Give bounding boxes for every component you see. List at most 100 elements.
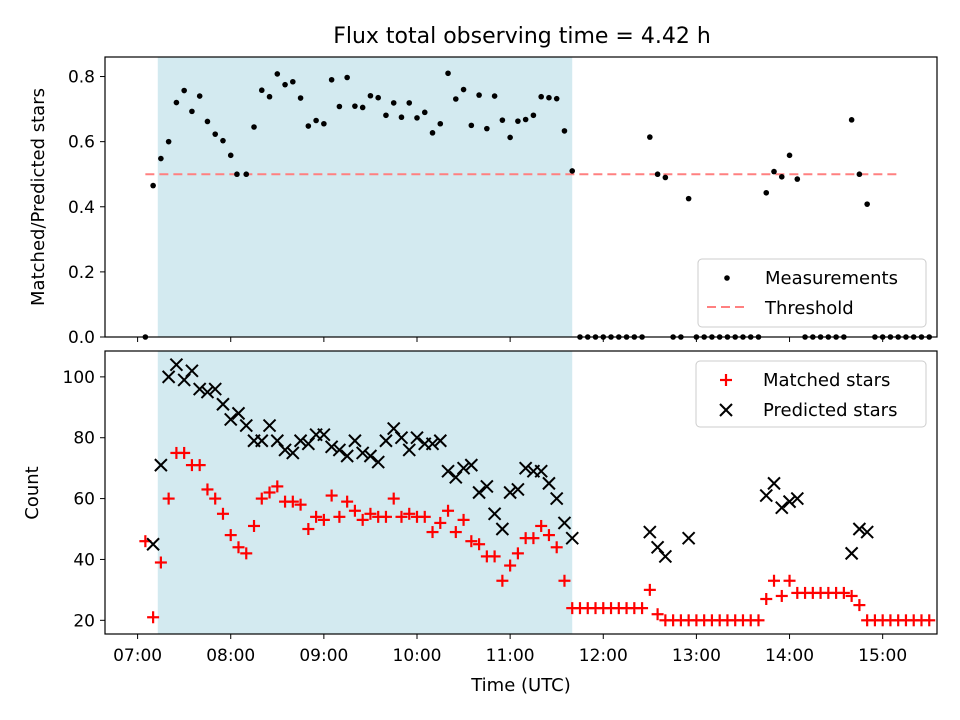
measurement-point: [165, 138, 172, 145]
bottom-x-tick-label: 15:00: [858, 646, 907, 666]
matched-star-point: [317, 513, 330, 526]
predicted-star-point: [511, 482, 525, 497]
matched-star-point: [379, 510, 392, 523]
predicted-star-point: [775, 501, 789, 515]
measurement-point: [406, 100, 413, 106]
matched-star-point: [178, 446, 191, 459]
matched-star-point: [527, 532, 540, 545]
predicted-star-stroke-b: [161, 370, 176, 384]
predicted-star-point: [161, 370, 176, 384]
predicted-star-point: [565, 531, 579, 545]
predicted-star-stroke-b: [255, 434, 269, 448]
matched-star-point: [403, 507, 416, 520]
measurement-point: [468, 122, 475, 129]
measurement-point: [654, 171, 661, 178]
predicted-star-point: [433, 434, 447, 448]
predicted-star-point: [255, 434, 269, 448]
measurement-point: [321, 120, 327, 127]
measurement-point: [173, 99, 180, 106]
measurement-point: [445, 70, 451, 77]
matched-star-point: [255, 492, 268, 505]
predicted-star-stroke-b: [852, 522, 867, 536]
matched-star-point: [434, 516, 447, 529]
matched-star-point: [232, 541, 245, 554]
measurement-point: [530, 112, 537, 119]
matched-star-point: [154, 556, 167, 569]
predicted-star-point: [844, 546, 859, 561]
predicted-star-point: [643, 525, 657, 539]
predicted-star-stroke-b: [681, 531, 696, 545]
measurement-point: [569, 168, 576, 174]
measurement-point: [561, 128, 568, 134]
bottom-x-tick-label: 14:00: [765, 646, 814, 666]
measurement-point: [204, 118, 211, 125]
matched-star-point: [496, 574, 509, 587]
measurement-point: [367, 92, 374, 99]
predicted-star-point: [371, 455, 385, 469]
predicted-star-stroke-b: [480, 479, 494, 494]
matched-star-point: [356, 513, 369, 526]
matched-star-point: [224, 529, 237, 542]
predicted-star-point: [487, 507, 502, 521]
predicted-star-stroke-b: [503, 485, 517, 500]
bottom-x-tick-label: 11:00: [486, 646, 535, 666]
predicted-star-point: [154, 458, 168, 472]
predicted-star-stroke-b: [844, 546, 859, 561]
predicted-star-point: [394, 431, 409, 445]
matched-star-point: [294, 498, 307, 511]
matched-star-point: [636, 602, 649, 615]
bottom-observing-window-shading: [157, 351, 573, 634]
predicted-star-point: [239, 418, 253, 433]
predicted-star-stroke-b: [355, 446, 370, 460]
matched-star-point: [845, 589, 858, 602]
measurement-point: [375, 94, 381, 101]
predicted-star-point: [317, 427, 331, 442]
top-y-tick-label: 0.4: [68, 198, 95, 218]
predicted-star-point: [557, 516, 572, 530]
predicted-star-stroke-b: [200, 385, 215, 399]
predicted-star-point: [200, 385, 215, 399]
predicted-star-point: [658, 549, 673, 564]
matched-star-point: [535, 519, 548, 532]
predicted-star-point: [464, 458, 479, 472]
predicted-star-point: [363, 449, 378, 463]
predicted-star-point: [192, 382, 207, 396]
measurement-point: [305, 123, 312, 129]
bottom-panel: 20 40 60 80 100 07:00 08:00 09:00 10:00 11:00 12:…: [22, 350, 938, 696]
top-y-tick-label: 0.2: [68, 263, 95, 283]
bottom-x-tick-label: 12:00: [579, 646, 628, 666]
predicted-star-stroke-b: [340, 449, 354, 463]
predicted-star-stroke-b: [495, 522, 510, 536]
top-plot-frame: [104, 56, 938, 338]
bottom-x-axis-ticks: 07:00 08:00 09:00 10:00 11:00 12:00 13:00 14:00…: [113, 634, 907, 666]
predicted-star-point: [169, 357, 184, 372]
bottom-plot-frame: [104, 350, 938, 635]
matched-star-point: [752, 614, 765, 627]
measurement-point: [778, 174, 785, 180]
predicted-star-point: [410, 431, 424, 445]
predicted-star-point: [224, 412, 238, 427]
predicted-star-stroke-b: [239, 418, 253, 433]
x-axis-label: Time (UTC): [470, 675, 571, 696]
matched-star-point: [488, 550, 501, 563]
measurement-point: [234, 171, 240, 178]
predicted-star-point: [286, 446, 300, 460]
predicted-star-point: [534, 464, 548, 478]
bottom-legend: Matched stars Predicted stars: [695, 360, 927, 428]
legend-predicted-marker: [719, 403, 733, 417]
matched-star-point: [923, 614, 936, 627]
matched-star-point: [341, 495, 354, 508]
predicted-star-point: [542, 476, 556, 491]
predicted-star-stroke-b: [782, 494, 797, 509]
bottom-y-tick-label: 60: [73, 490, 95, 510]
matched-star-point: [504, 559, 517, 572]
measurement-point: [429, 130, 436, 136]
predicted-star-stroke-b: [348, 434, 362, 448]
measurement-point: [553, 95, 560, 102]
matched-star-point: [426, 526, 439, 539]
predicted-star-stroke-b: [293, 434, 308, 448]
measurement-point: [313, 117, 319, 124]
top-legend-box: [697, 258, 927, 328]
predicted-star-stroke-b: [394, 431, 409, 445]
predicted-star-point: [262, 418, 277, 433]
